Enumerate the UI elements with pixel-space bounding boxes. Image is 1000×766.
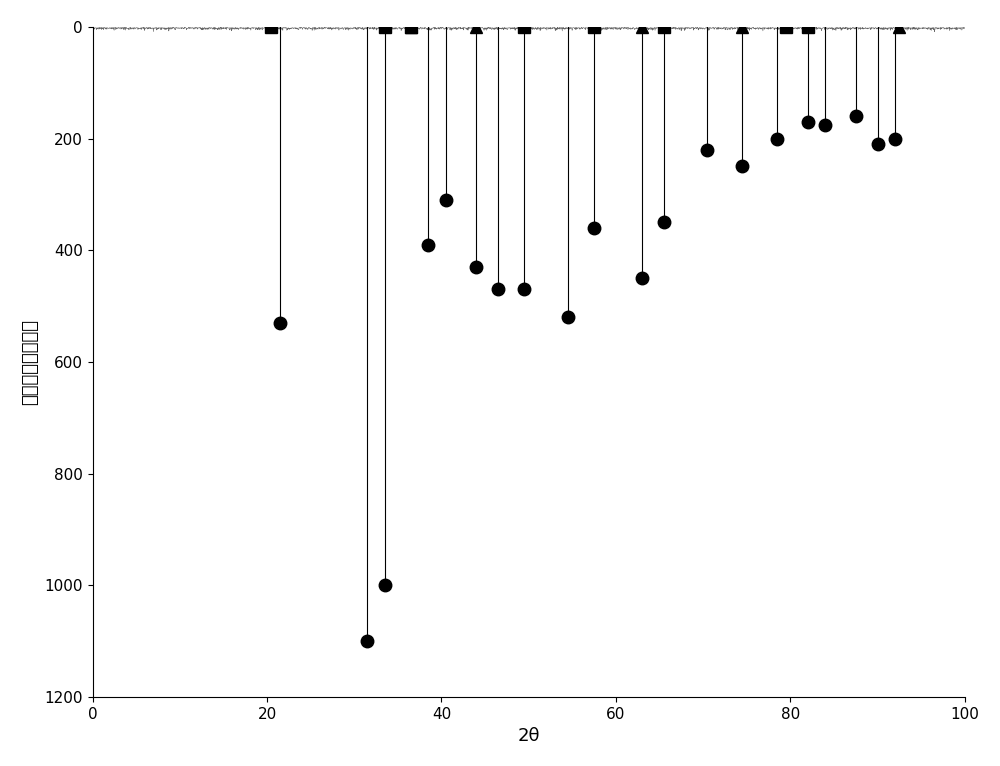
Y-axis label: 强度（任意单位）: 强度（任意单位）	[21, 319, 39, 405]
X-axis label: 2θ: 2θ	[517, 727, 540, 745]
